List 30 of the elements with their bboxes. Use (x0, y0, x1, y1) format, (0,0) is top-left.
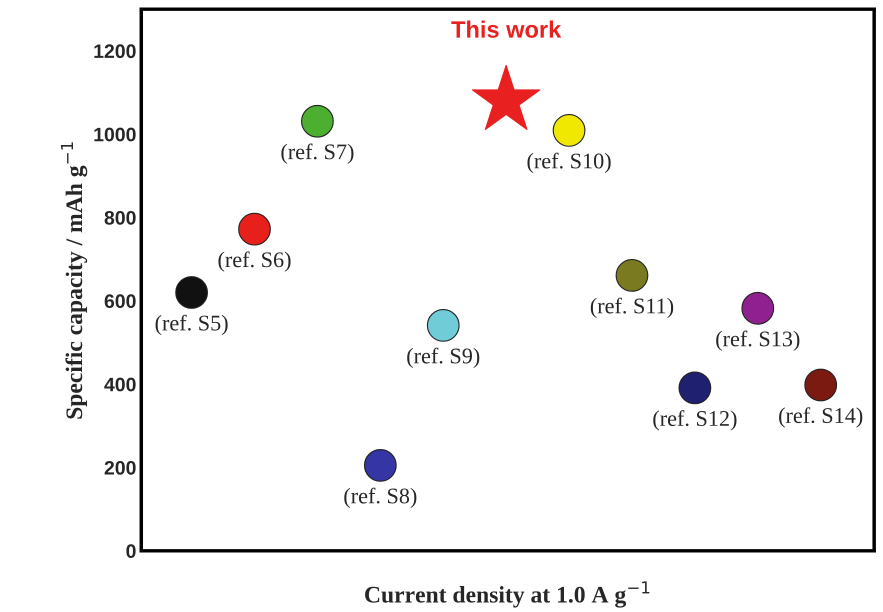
series-label: (ref. S6) (218, 251, 291, 272)
point (741, 292, 774, 325)
series-label: This work (451, 20, 562, 38)
series-label: (ref. S9) (407, 348, 480, 368)
series-label: (ref. S5) (156, 314, 228, 336)
series-label: (ref. S11) (590, 298, 674, 318)
point (175, 276, 208, 309)
point (804, 368, 838, 402)
point (552, 114, 586, 147)
series-label: (ref. S13) (716, 330, 800, 351)
series-label: (ref. S8) (344, 488, 416, 508)
y-tick-label: 200 (104, 460, 136, 475)
series-label: (ref. S7) (281, 143, 354, 164)
y-tick-label: 0 (126, 544, 136, 558)
y-tick-label: 800 (104, 210, 136, 225)
y-axis-title: Specific capacity / mAh g$^{−1}$ (60, 142, 88, 419)
point (238, 212, 271, 246)
y-tick-label: 400 (104, 378, 136, 392)
series-label: (ref. S14) (779, 407, 862, 428)
point (364, 449, 397, 482)
series-label: (ref. S12) (653, 410, 736, 430)
y-tick-label: 600 (104, 294, 136, 308)
y-tick-label: 1000 (94, 128, 136, 142)
point (426, 309, 460, 342)
point (678, 372, 712, 404)
point (301, 104, 334, 138)
series-label: (ref. S10) (527, 152, 611, 174)
x-axis-title: Current density at 1.0 A g$^{−1}$ (365, 581, 650, 608)
point (616, 259, 648, 292)
y-tick-label: 1200 (94, 44, 136, 58)
